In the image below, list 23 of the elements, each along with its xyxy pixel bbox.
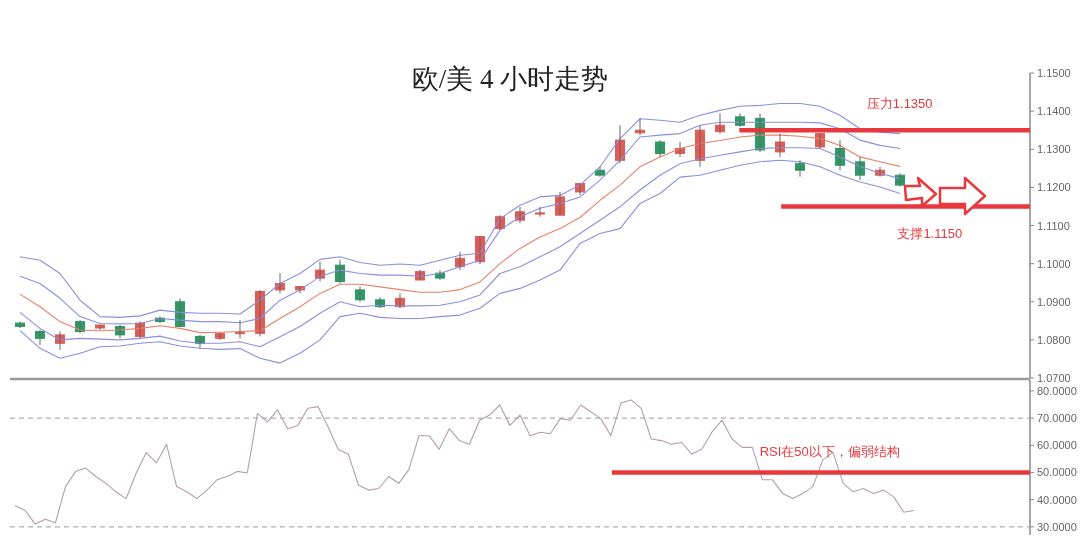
y-tick-label: 1.1000: [1037, 257, 1071, 270]
y-tick-label: 1.1100: [1037, 219, 1070, 232]
y-tick-label: 1.1500: [1037, 67, 1071, 79]
candlestick: [95, 324, 105, 331]
candlestick: [15, 321, 25, 329]
y-tick-label: 30.0000: [1037, 520, 1077, 533]
y-tick-label: 1.1200: [1037, 181, 1071, 194]
candlestick: [535, 206, 545, 218]
y-tick-label: 1.0800: [1037, 333, 1071, 346]
y-tick-label: 40.0000: [1037, 493, 1077, 506]
y-tick-label: 80.0000: [1037, 384, 1077, 397]
ref-line-label: 支撑1.1150: [897, 226, 963, 242]
y-tick-label: 1.1400: [1037, 105, 1071, 118]
y-tick-label: 60.0000: [1037, 439, 1077, 452]
ref-line-label: 压力1.1350: [866, 96, 933, 112]
y-tick-label: 1.0900: [1037, 295, 1071, 308]
y-tick-label: 1.1300: [1037, 143, 1071, 156]
y-tick-label: 70.0000: [1037, 412, 1077, 425]
ref-line-label: RSI在50以下，偏弱结构: [759, 444, 900, 460]
chart-title: 欧/美 4 小时走势: [411, 64, 609, 94]
line-series: [14, 399, 915, 525]
y-tick-label: 50.0000: [1037, 466, 1077, 479]
y-tick-label: 1.0700: [1037, 372, 1071, 384]
